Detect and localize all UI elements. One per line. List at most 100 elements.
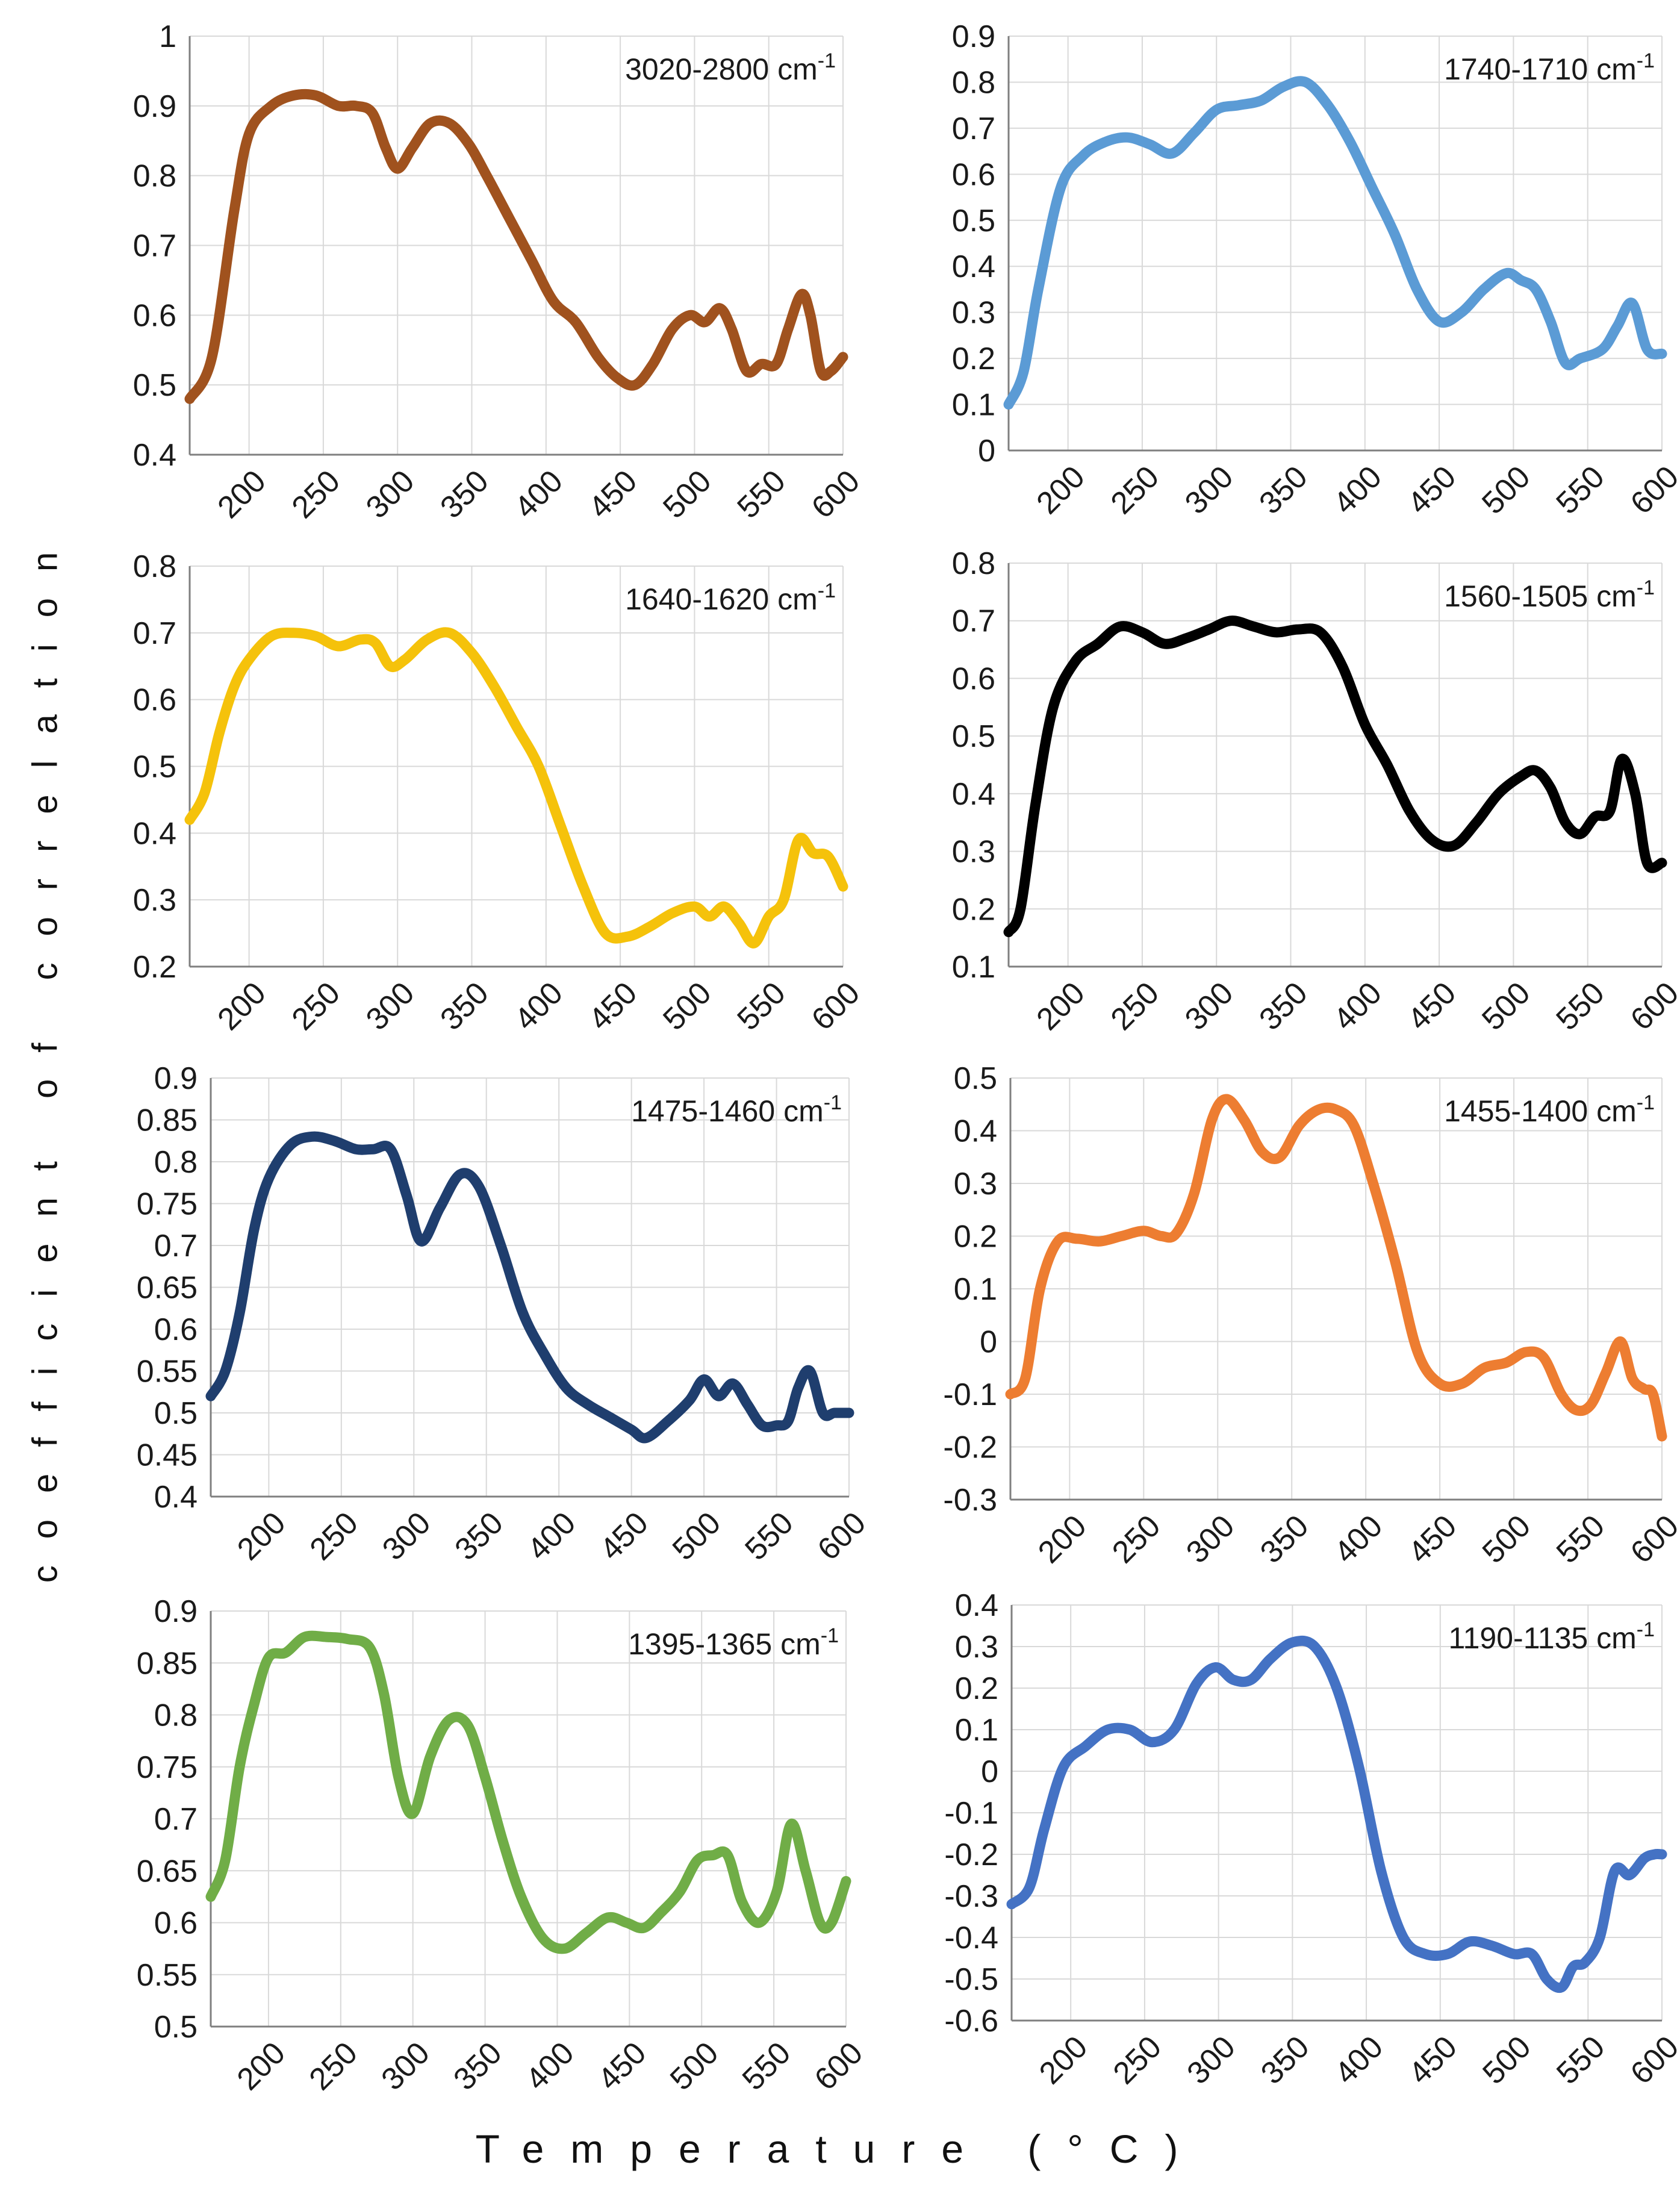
data-point xyxy=(800,293,803,296)
data-point xyxy=(1534,769,1537,773)
data-point xyxy=(1278,1155,1282,1159)
x-tick-label: 550 xyxy=(731,976,792,1037)
y-tick-label: 0.4 xyxy=(954,1114,997,1149)
data-point xyxy=(1260,1150,1264,1154)
data-point xyxy=(1084,1745,1087,1748)
y-tick-label: 0.6 xyxy=(133,683,176,718)
data-point xyxy=(1660,352,1664,356)
data-point xyxy=(758,1921,761,1925)
data-point xyxy=(232,685,236,688)
y-tick-label: 0.5 xyxy=(154,2010,198,2045)
data-point xyxy=(1150,1741,1154,1744)
x-tick-label: 400 xyxy=(519,2036,580,2097)
data-point xyxy=(1326,104,1330,107)
data-point xyxy=(819,369,823,373)
x-tick-label: 450 xyxy=(593,1506,655,1567)
y-tick-label: 0.75 xyxy=(137,1187,198,1222)
data-point xyxy=(626,935,629,938)
data-point xyxy=(1352,1124,1356,1127)
y-tick-label: 0.9 xyxy=(133,89,176,124)
data-point xyxy=(1616,325,1619,328)
data-point xyxy=(1593,815,1597,818)
data-point xyxy=(520,1895,523,1898)
x-tick-label: 500 xyxy=(1475,976,1537,1037)
data-point xyxy=(1437,320,1441,323)
data-point xyxy=(284,1651,288,1654)
data-point xyxy=(484,1775,487,1779)
y-tick-label: 0.6 xyxy=(952,157,995,192)
y-tick-label: 0.6 xyxy=(952,661,995,696)
y-tick-label: 0.2 xyxy=(952,892,995,927)
data-point xyxy=(670,911,674,915)
data-point xyxy=(678,1890,682,1893)
data-point xyxy=(238,1310,241,1314)
y-tick-label: -0.3 xyxy=(943,1483,997,1518)
data-point xyxy=(426,638,429,641)
data-point xyxy=(1513,1952,1516,1956)
data-point xyxy=(203,791,207,795)
y-tick-label: 0.2 xyxy=(955,1671,998,1706)
data-point xyxy=(1393,232,1396,236)
series-line xyxy=(1006,1635,1667,1993)
data-point xyxy=(726,1853,729,1857)
data-point xyxy=(1370,186,1374,190)
y-tick-label: 0.4 xyxy=(154,1480,198,1515)
y-tick-label: 0.5 xyxy=(952,719,995,754)
y-tick-label: 0 xyxy=(978,434,995,469)
y-tick-label: -0.2 xyxy=(943,1430,997,1465)
data-point xyxy=(1225,1097,1228,1101)
y-tick-label: -0.4 xyxy=(944,1921,998,1956)
data-point xyxy=(809,313,812,317)
x-tick-label: 450 xyxy=(1401,976,1463,1037)
data-point xyxy=(1142,1229,1145,1233)
data-point xyxy=(606,1916,609,1919)
x-tick-label: 550 xyxy=(1550,976,1611,1037)
y-tick-label: -0.1 xyxy=(944,1796,998,1831)
data-point xyxy=(559,824,563,828)
data-point xyxy=(1274,631,1278,634)
data-point xyxy=(841,355,845,359)
y-tick-label: 0.3 xyxy=(955,1630,998,1665)
data-point xyxy=(389,1147,393,1151)
x-tick-label: 450 xyxy=(1402,2030,1464,2091)
data-point xyxy=(829,369,833,373)
data-point xyxy=(767,915,771,918)
y-tick-label: 0.9 xyxy=(154,1061,198,1096)
y-tick-label: 0.8 xyxy=(133,159,176,194)
data-point xyxy=(695,1859,699,1862)
data-point xyxy=(1645,347,1649,351)
data-point xyxy=(1604,1371,1608,1375)
series-line xyxy=(1003,76,1667,410)
data-point xyxy=(1051,705,1055,709)
data-point xyxy=(723,905,726,908)
data-point xyxy=(1460,311,1463,314)
data-point xyxy=(586,1403,590,1406)
series-line xyxy=(1005,1094,1667,1442)
data-point xyxy=(818,1921,822,1925)
data-point xyxy=(1530,1952,1534,1956)
x-tick-label: 200 xyxy=(211,464,272,525)
data-point xyxy=(397,1775,400,1779)
data-point xyxy=(1643,1857,1646,1860)
data-point xyxy=(703,320,707,324)
data-point xyxy=(615,376,619,380)
data-point xyxy=(1601,347,1604,351)
data-point xyxy=(1163,642,1166,646)
y-tick-label: 0.65 xyxy=(137,1271,198,1306)
data-point xyxy=(564,1386,568,1389)
data-point xyxy=(252,1227,256,1230)
y-tick-label: 0.7 xyxy=(952,604,995,639)
y-tick-label: 1 xyxy=(159,19,176,54)
y-tick-label: 0.6 xyxy=(154,1906,198,1941)
x-tick-label: 200 xyxy=(231,2036,292,2097)
data-point xyxy=(493,685,496,688)
data-point xyxy=(247,658,251,661)
x-tick-label: 450 xyxy=(1402,1509,1463,1570)
data-point xyxy=(382,1692,386,1696)
data-point xyxy=(1549,786,1552,790)
data-point xyxy=(1028,1886,1031,1889)
data-point xyxy=(270,104,273,108)
data-point xyxy=(552,299,555,303)
data-point xyxy=(692,905,696,908)
data-point xyxy=(1643,1387,1646,1391)
